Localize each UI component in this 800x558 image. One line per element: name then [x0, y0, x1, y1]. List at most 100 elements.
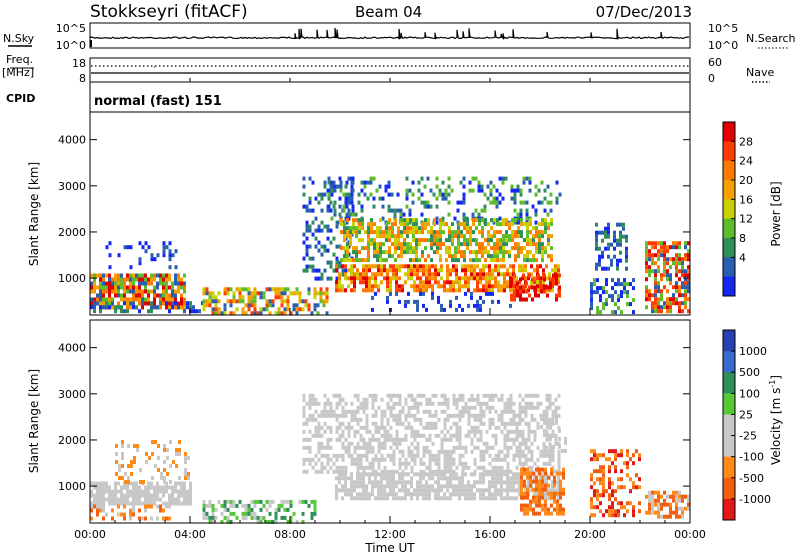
echo-cell [407, 291, 410, 296]
echo-cell [660, 502, 663, 507]
colorbar-tick-label: -500 [739, 472, 764, 485]
echo-cell [564, 436, 567, 441]
echo-cell [590, 473, 593, 478]
echo-cell [476, 276, 479, 281]
echo-cell [332, 236, 336, 241]
echo-cell [648, 510, 651, 515]
echo-cell [418, 258, 421, 263]
echo-cell [494, 453, 498, 458]
echo-cell [440, 264, 443, 269]
echo-cell [608, 477, 611, 482]
echo-cell [452, 433, 456, 438]
echo-cell [626, 509, 629, 514]
echo-cell [401, 437, 405, 442]
echo-cell [335, 256, 339, 261]
echo-cell [678, 257, 681, 262]
echo-cell [449, 437, 453, 442]
echo-cell [485, 441, 489, 446]
echo-cell [138, 301, 141, 306]
echo-cell [558, 444, 561, 449]
echo-cell [268, 511, 272, 516]
echo-cell [387, 208, 391, 213]
echo-cell [165, 277, 168, 282]
echo-cell [341, 453, 345, 458]
echo-cell [620, 477, 623, 482]
echo-cell [151, 440, 154, 444]
echo-cell [657, 514, 660, 519]
echo-cell [497, 449, 501, 454]
echo-cell [388, 254, 391, 259]
echo-cell [493, 242, 496, 247]
echo-cell [448, 250, 451, 255]
echo-cell [156, 497, 159, 502]
echo-cell [347, 453, 351, 458]
echo-cell [596, 477, 599, 482]
echo-cell [180, 281, 183, 286]
echo-cell [217, 499, 221, 504]
echo-cell [379, 246, 382, 251]
echo-cell [551, 284, 554, 289]
echo-cell [541, 250, 544, 255]
echo-cell [198, 309, 201, 314]
date-title: 07/Dec/2013 [596, 3, 692, 21]
echo-cell [530, 405, 534, 410]
echo-cell [435, 216, 439, 221]
echo-cell [626, 290, 629, 295]
echo-cell [657, 502, 660, 507]
echo-cell [550, 258, 553, 263]
echo-cell [419, 476, 422, 481]
echo-cell [497, 472, 500, 477]
echo-cell [398, 437, 402, 442]
echo-cell [320, 196, 324, 201]
echo-cell [448, 246, 451, 251]
echo-cell [503, 472, 506, 477]
echo-cell [439, 230, 442, 235]
echo-cell [355, 218, 358, 223]
echo-cell [163, 480, 166, 484]
echo-cell [356, 461, 360, 466]
echo-cell [462, 192, 466, 197]
echo-cell [371, 437, 375, 442]
echo-cell [455, 272, 458, 277]
echo-cell [374, 272, 377, 277]
echo-cell [99, 281, 102, 286]
echo-cell [177, 501, 180, 506]
echo-cell [443, 492, 446, 497]
echo-cell [510, 281, 513, 286]
echo-cell [145, 452, 148, 456]
echo-cell [169, 464, 172, 468]
echo-cell [632, 461, 635, 466]
echo-cell [458, 484, 461, 489]
echo-cell [527, 480, 530, 485]
echo-cell [389, 397, 393, 402]
echo-cell [389, 480, 392, 485]
echo-cell [548, 288, 551, 293]
echo-cell [343, 230, 346, 235]
echo-cell [599, 481, 602, 486]
echo-cell [102, 285, 105, 290]
echo-cell [404, 484, 407, 489]
echo-cell [105, 289, 108, 294]
echo-cell [205, 287, 209, 292]
echo-cell [445, 238, 448, 243]
echo-cell [479, 303, 482, 308]
echo-cell [370, 222, 373, 227]
echo-cell [481, 250, 484, 255]
echo-cell [470, 397, 474, 402]
echo-cell [129, 508, 132, 513]
echo-cell [449, 280, 452, 285]
echo-cell [620, 501, 623, 506]
echo-cell [349, 234, 352, 239]
echo-cell [375, 188, 379, 193]
echo-cell [548, 405, 552, 410]
echo-cell [232, 291, 236, 296]
echo-cell [469, 230, 472, 235]
echo-cell [602, 286, 605, 291]
echo-cell [326, 248, 330, 253]
echo-cell [111, 305, 114, 310]
echo-cell [519, 293, 522, 298]
echo-cell [648, 241, 651, 246]
echo-cell [310, 499, 314, 504]
echo-cell [449, 268, 452, 273]
echo-cell [441, 216, 445, 221]
